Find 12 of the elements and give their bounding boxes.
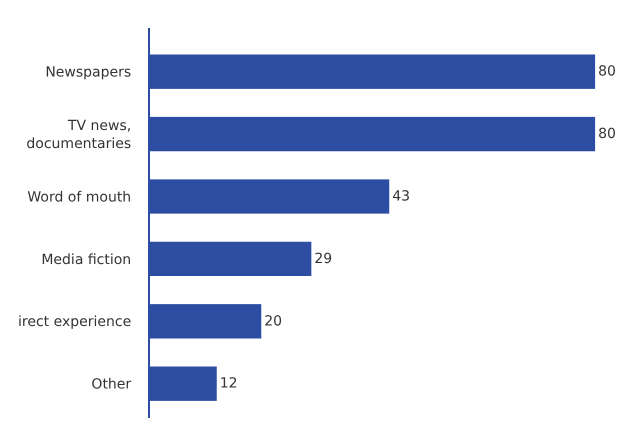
y-tick-label: irect experience xyxy=(18,314,132,330)
data-label: 29 xyxy=(314,250,332,267)
data-label: 43 xyxy=(392,188,410,204)
y-tick-label: TV news, documentaries xyxy=(26,118,132,152)
y-tick-label: Word of mouth xyxy=(27,189,132,206)
data-label: 12 xyxy=(220,376,238,392)
y-tick-label: Newspapers xyxy=(45,64,132,81)
y-tick-label: Other xyxy=(91,376,132,393)
y-tick-label: Media fiction xyxy=(41,252,132,268)
data-label: 80 xyxy=(598,126,616,142)
data-label: 80 xyxy=(598,64,616,80)
data-label: 20 xyxy=(264,313,282,330)
